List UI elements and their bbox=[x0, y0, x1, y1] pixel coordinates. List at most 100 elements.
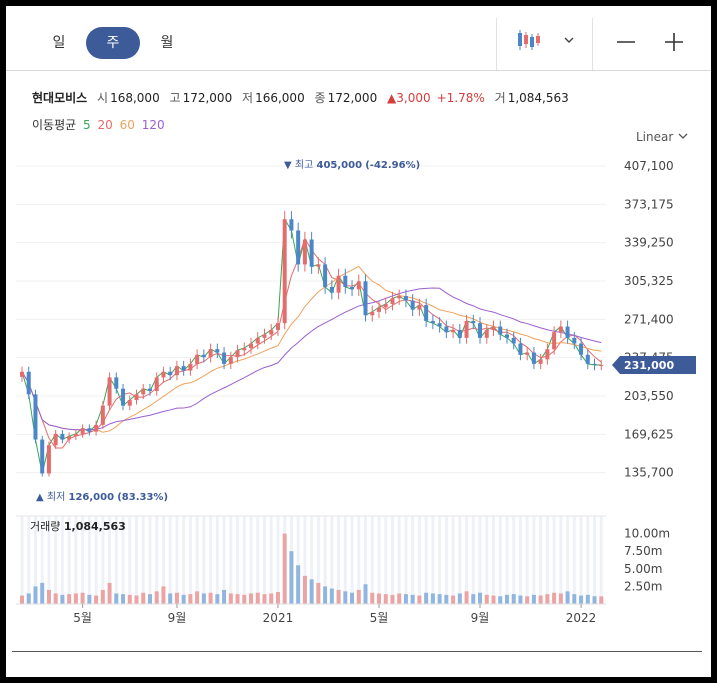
volume-bar[interactable] bbox=[40, 582, 45, 604]
candlestick[interactable] bbox=[383, 297, 388, 314]
volume-bar[interactable] bbox=[511, 594, 516, 604]
volume-bar[interactable] bbox=[67, 594, 72, 604]
candlestick[interactable] bbox=[376, 300, 381, 319]
volume-bar[interactable] bbox=[437, 594, 442, 604]
volume-bar[interactable] bbox=[262, 594, 267, 604]
volume-bar[interactable] bbox=[457, 593, 462, 604]
volume-bar[interactable] bbox=[592, 596, 597, 604]
volume-bar[interactable] bbox=[424, 592, 429, 604]
candlestick[interactable] bbox=[181, 360, 186, 376]
volume-bar[interactable] bbox=[20, 595, 24, 604]
candlestick[interactable] bbox=[323, 257, 328, 294]
volume-bar[interactable] bbox=[73, 593, 78, 604]
candlestick[interactable] bbox=[161, 366, 166, 383]
candlestick[interactable] bbox=[397, 289, 402, 305]
volume-bar[interactable] bbox=[114, 593, 119, 604]
candlestick[interactable] bbox=[275, 317, 280, 336]
volume-bar[interactable] bbox=[161, 586, 166, 604]
candlestick[interactable] bbox=[538, 354, 543, 370]
candlestick[interactable] bbox=[255, 332, 260, 350]
candlestick[interactable] bbox=[296, 222, 301, 272]
candlestick[interactable] bbox=[269, 324, 274, 341]
volume-bar[interactable] bbox=[504, 594, 509, 604]
candlestick[interactable] bbox=[46, 441, 51, 477]
volume-bar[interactable] bbox=[127, 594, 132, 604]
candlestick[interactable] bbox=[464, 314, 469, 344]
candlestick[interactable] bbox=[80, 424, 85, 438]
volume-bar[interactable] bbox=[356, 589, 361, 604]
volume-bar[interactable] bbox=[134, 595, 139, 604]
volume-bar[interactable] bbox=[201, 593, 206, 604]
volume-bar[interactable] bbox=[397, 593, 402, 604]
candlestick[interactable] bbox=[572, 332, 577, 350]
volume-bar[interactable] bbox=[444, 594, 449, 604]
candlestick[interactable] bbox=[316, 257, 321, 274]
volume-bar[interactable] bbox=[208, 592, 213, 604]
candlestick[interactable] bbox=[491, 320, 496, 336]
volume-bar[interactable] bbox=[255, 592, 260, 604]
candlestick[interactable] bbox=[114, 372, 119, 394]
volume-bar[interactable] bbox=[33, 586, 38, 604]
tab-weekly[interactable]: 주 bbox=[86, 27, 140, 59]
candlestick[interactable] bbox=[471, 314, 476, 330]
candlestick[interactable] bbox=[20, 366, 24, 382]
candlestick[interactable] bbox=[215, 343, 220, 359]
volume-bar[interactable] bbox=[451, 595, 456, 604]
candlestick[interactable] bbox=[552, 326, 557, 355]
volume-bar[interactable] bbox=[316, 582, 321, 604]
candlestick[interactable] bbox=[282, 211, 287, 330]
volume-bar[interactable] bbox=[302, 575, 307, 604]
candlestick[interactable] bbox=[343, 268, 348, 294]
volume-bar[interactable] bbox=[242, 594, 247, 604]
candlestick[interactable] bbox=[134, 389, 139, 405]
volume-bar[interactable] bbox=[289, 551, 294, 604]
candlestick[interactable] bbox=[356, 274, 361, 297]
volume-bar[interactable] bbox=[141, 592, 146, 604]
candlestick[interactable] bbox=[208, 343, 213, 363]
candlestick[interactable] bbox=[33, 389, 38, 444]
candlestick[interactable] bbox=[531, 347, 536, 370]
candlestick[interactable] bbox=[302, 231, 307, 272]
candlestick[interactable] bbox=[484, 324, 489, 344]
candlestick[interactable] bbox=[585, 349, 590, 370]
candlestick[interactable] bbox=[424, 298, 429, 328]
candlestick[interactable] bbox=[188, 358, 193, 376]
volume-bar[interactable] bbox=[195, 591, 200, 604]
candlestick[interactable] bbox=[430, 314, 435, 330]
candlestick[interactable] bbox=[147, 383, 152, 396]
minus-icon[interactable] bbox=[616, 32, 636, 52]
volume-bar[interactable] bbox=[572, 594, 577, 604]
candlestick[interactable] bbox=[53, 430, 58, 449]
candlestick[interactable] bbox=[336, 268, 341, 300]
volume-bar[interactable] bbox=[80, 592, 85, 604]
volume-bar[interactable] bbox=[296, 565, 301, 604]
candlestick[interactable] bbox=[417, 298, 422, 316]
volume-bar[interactable] bbox=[100, 589, 105, 604]
chevron-down-icon[interactable] bbox=[562, 32, 576, 46]
candlestick[interactable] bbox=[242, 342, 247, 356]
candlestick[interactable] bbox=[235, 344, 240, 363]
volume-bar[interactable] bbox=[87, 594, 92, 604]
candlestick[interactable] bbox=[518, 337, 523, 361]
candlestick[interactable] bbox=[451, 324, 456, 339]
candlestick[interactable] bbox=[545, 343, 550, 365]
plus-icon[interactable] bbox=[664, 32, 684, 52]
candlestick[interactable] bbox=[249, 337, 254, 354]
volume-bar[interactable] bbox=[599, 596, 604, 604]
volume-bar[interactable] bbox=[174, 592, 179, 604]
candlestick[interactable] bbox=[94, 420, 99, 436]
volume-bar[interactable] bbox=[121, 594, 126, 604]
volume-bar[interactable] bbox=[403, 594, 408, 604]
volume-bar[interactable] bbox=[323, 586, 328, 604]
candlestick[interactable] bbox=[504, 328, 509, 344]
candlestick[interactable] bbox=[60, 430, 65, 444]
candlestick[interactable] bbox=[262, 328, 267, 344]
volume-bar[interactable] bbox=[53, 593, 58, 604]
candlestick[interactable] bbox=[558, 320, 563, 339]
volume-bar[interactable] bbox=[565, 591, 570, 604]
volume-bar[interactable] bbox=[558, 593, 563, 604]
volume-bar[interactable] bbox=[383, 594, 388, 604]
candlestick[interactable] bbox=[478, 317, 483, 344]
volume-bar[interactable] bbox=[26, 593, 31, 604]
candlestick[interactable] bbox=[154, 372, 159, 396]
